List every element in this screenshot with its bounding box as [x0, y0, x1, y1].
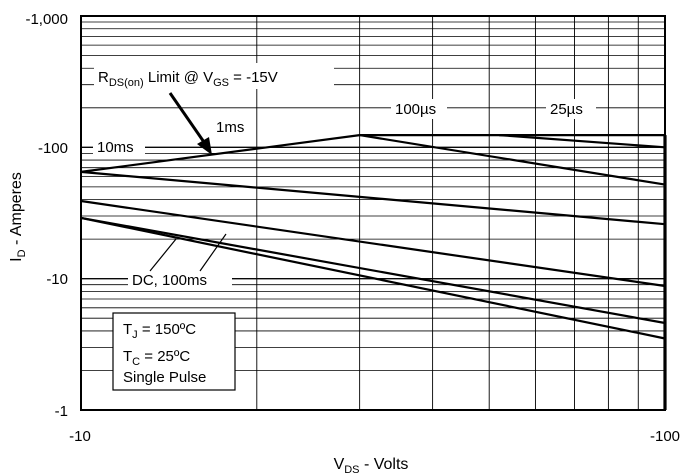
series-line-1: [359, 134, 666, 186]
dc-pointer-1: [149, 238, 177, 272]
rds-arrow-shaft: [168, 92, 208, 146]
y-tick-1: -1: [55, 403, 68, 420]
dc-pointer-2: [199, 233, 227, 272]
series-line-0: [499, 134, 666, 149]
series-line-2: [80, 170, 666, 226]
x-tick-100: -100: [650, 428, 680, 445]
x-tick-10: -10: [69, 428, 91, 445]
label-bg-25us: [546, 99, 596, 119]
label-bg-dc: [128, 270, 232, 290]
label-1ms: 1ms: [216, 119, 244, 136]
series-line-4: [80, 216, 666, 325]
plot-frame: [80, 15, 666, 411]
y-tick-100: -100: [38, 140, 68, 157]
rds-arrow-head: [197, 137, 212, 155]
condition-tj: TJ = 150ºC: [123, 321, 196, 341]
series-line-3: [80, 199, 666, 288]
label-25us: 25µs: [550, 101, 583, 118]
y-tick-10: -10: [46, 271, 68, 288]
condition-tc: TC = 25ºC: [123, 348, 190, 368]
rds-label-box: [94, 63, 334, 89]
series-line-5: [80, 216, 666, 340]
label-100us: 100µs: [395, 101, 436, 118]
grid: [80, 15, 666, 411]
label-bg-100us: [391, 99, 447, 119]
y-tick-1000: -1,000: [25, 11, 68, 28]
label-bg-10ms: [93, 137, 145, 157]
x-axis-label: VDS - Volts: [334, 456, 409, 474]
conditions-box: [112, 312, 236, 391]
y-axis-label: ID - Amperes: [8, 172, 28, 262]
label-dc-100ms: DC, 100ms: [132, 272, 207, 289]
label-10ms: 10ms: [97, 139, 134, 156]
rds-limit-label: RDS(on) Limit @ VGS = -15V: [98, 69, 278, 89]
label-bg-1ms: [212, 117, 252, 137]
condition-pulse: Single Pulse: [123, 369, 206, 386]
